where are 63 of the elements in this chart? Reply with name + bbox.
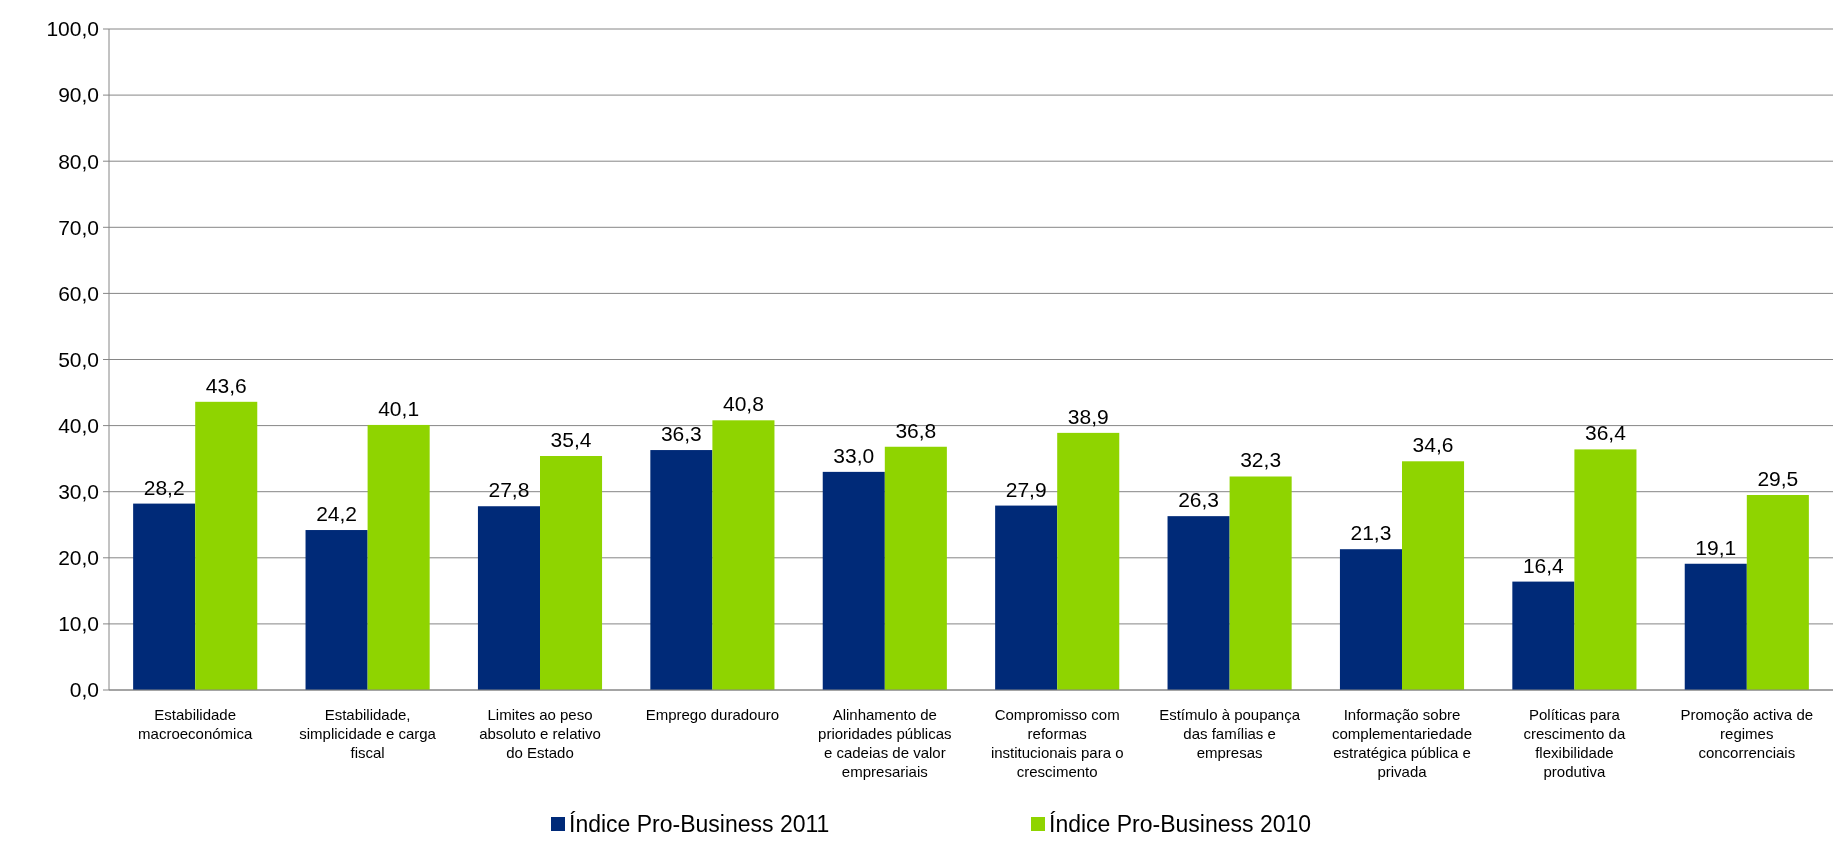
data-label: 38,9 xyxy=(1067,404,1109,428)
bar xyxy=(1339,549,1402,690)
legend-label: Índice Pro-Business 2010 xyxy=(1049,811,1312,838)
legend-label: Índice Pro-Business 2011 xyxy=(569,811,830,838)
x-tick-label: Limites ao peso absoluto e relativo do Estado xyxy=(479,706,601,761)
bar xyxy=(305,530,368,690)
data-label: 28,2 xyxy=(143,475,185,499)
x-tick-label: Alinhamento de prioridades públicas e cadeias de valor empresariais xyxy=(818,706,952,780)
x-tick-label: Estabilidade macroeconómica xyxy=(138,706,253,742)
bar xyxy=(650,450,713,690)
bar xyxy=(1057,432,1120,690)
data-label: 40,1 xyxy=(378,396,420,420)
bar xyxy=(884,446,947,690)
data-label: 27,9 xyxy=(1005,477,1047,501)
data-label: 33,0 xyxy=(833,443,875,467)
bar xyxy=(367,424,430,690)
x-tick-label: Políticas para crescimento da flexibilidade produtiva xyxy=(1523,706,1626,780)
bar xyxy=(477,506,540,690)
bar xyxy=(133,503,196,690)
bar xyxy=(195,401,258,690)
y-tick-label: 70,0 xyxy=(58,215,99,239)
bar xyxy=(822,471,885,690)
data-label: 27,8 xyxy=(488,478,530,502)
y-tick-label: 80,0 xyxy=(58,149,99,173)
bar xyxy=(1684,563,1747,690)
y-tick-label: 20,0 xyxy=(58,546,99,570)
y-tick-label: 0,0 xyxy=(69,678,99,702)
bar xyxy=(1574,449,1637,690)
data-label: 35,4 xyxy=(550,428,592,452)
bar xyxy=(1229,476,1292,690)
y-tick-label: 40,0 xyxy=(58,413,99,437)
data-label: 43,6 xyxy=(205,373,247,397)
data-label: 32,3 xyxy=(1240,448,1282,472)
data-label: 24,2 xyxy=(316,502,358,526)
data-label: 19,1 xyxy=(1695,535,1737,559)
x-tick-label: Compromisso com reformas institucionais para o crescimento xyxy=(990,706,1124,780)
bar xyxy=(1746,495,1809,690)
data-label: 36,4 xyxy=(1584,421,1627,445)
data-label: 36,8 xyxy=(895,418,937,442)
bar xyxy=(1167,516,1230,690)
y-tick-label: 60,0 xyxy=(58,281,99,305)
data-label: 36,3 xyxy=(660,422,702,446)
data-label: 34,6 xyxy=(1412,433,1454,457)
y-tick-label: 100,0 xyxy=(46,17,99,41)
x-tick-label: Estímulo à poupança das famílias e empresas xyxy=(1159,706,1301,761)
y-tick-label: 30,0 xyxy=(58,480,99,504)
data-label: 40,8 xyxy=(722,392,764,416)
bar xyxy=(540,456,603,690)
y-tick-label: 10,0 xyxy=(58,612,99,636)
x-tick-label: Estabilidade, simplicidade e carga fiscal xyxy=(299,706,437,761)
data-label: 29,5 xyxy=(1757,467,1799,491)
x-tick-label: Promoção activa de regimes concorrenciais xyxy=(1680,706,1814,761)
bar xyxy=(1402,461,1465,690)
x-tick-label: Emprego duradouro xyxy=(645,706,780,723)
x-tick-label: Informação sobre complementariedade estratégica pública e privada xyxy=(1331,706,1473,780)
data-label: 26,3 xyxy=(1178,488,1220,512)
data-label: 21,3 xyxy=(1350,521,1392,545)
bar xyxy=(1512,581,1575,690)
y-tick-label: 50,0 xyxy=(58,347,99,371)
data-label: 16,4 xyxy=(1522,553,1565,577)
bar xyxy=(712,420,775,690)
y-tick-label: 90,0 xyxy=(58,83,99,107)
bar xyxy=(995,505,1058,690)
